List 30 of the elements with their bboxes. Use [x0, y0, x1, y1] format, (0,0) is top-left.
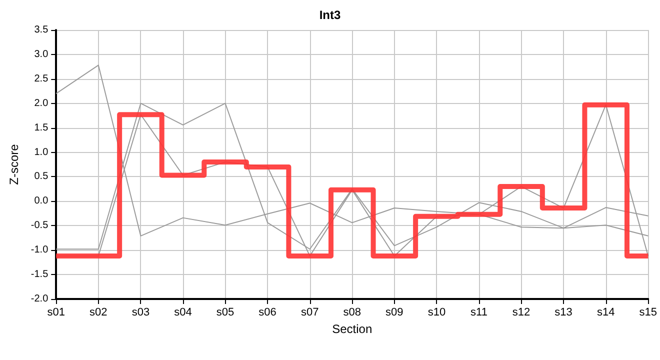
x-tick-label: s11 [470, 306, 488, 318]
x-tick-label: s14 [596, 306, 615, 318]
x-tick-label: s06 [258, 306, 276, 318]
y-tick-label: 1.0 [34, 146, 49, 158]
y-axis-title: Z-score [7, 144, 21, 185]
y-tick-label: -1.0 [30, 244, 49, 256]
y-tick-label: 2.5 [34, 73, 49, 84]
x-tick-label: s10 [428, 306, 446, 318]
x-tick-label: s15 [639, 306, 658, 318]
x-tick-label: s13 [554, 306, 572, 318]
chart-title: Int3 [319, 8, 341, 22]
x-tick-label: s03 [132, 306, 150, 318]
y-tick-label: 1.5 [34, 122, 49, 134]
x-tick-label: s12 [512, 306, 530, 318]
x-tick-label: s01 [47, 306, 66, 318]
x-axis-title: Section [332, 322, 372, 336]
y-tick-label: 0.5 [34, 171, 49, 182]
x-tick-label: s05 [216, 306, 234, 318]
x-tick-label: s02 [90, 306, 108, 318]
y-tick-label: 3.5 [34, 24, 49, 36]
y-tick-label: 3.0 [34, 48, 49, 60]
x-tick-label: s08 [343, 306, 362, 318]
y-tick-label: 2.0 [34, 98, 49, 109]
y-tick-label: -1.5 [30, 269, 49, 280]
x-tick-label: s07 [300, 306, 319, 318]
y-tick-label: 0.0 [34, 196, 49, 207]
x-tick-label: s09 [386, 306, 404, 318]
y-tick-label: -0.5 [30, 220, 49, 232]
x-tick-label: s04 [174, 306, 192, 318]
y-tick-label: -2.0 [30, 294, 49, 304]
